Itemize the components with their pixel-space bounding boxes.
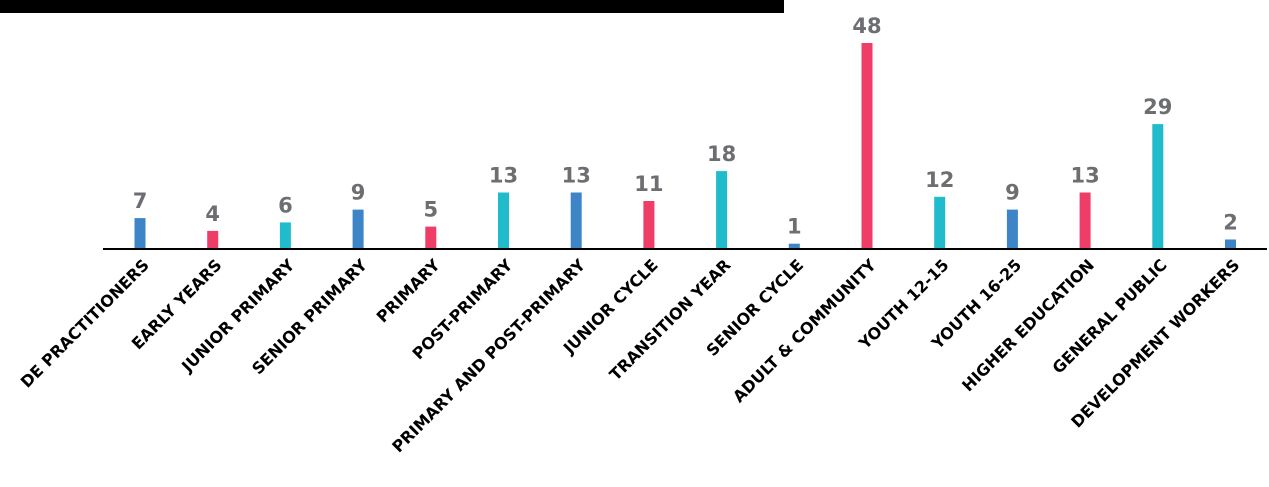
value-label-senior-cycle: 1 (787, 215, 802, 239)
bar-junior-primary (279, 222, 291, 248)
value-label-primary-and-post-primary: 13 (562, 164, 591, 188)
category-label-primary: PRIMARY (373, 255, 444, 326)
category-label-de-practitioners: DE PRACTITIONERS (17, 255, 153, 391)
bar-development-workers (1225, 239, 1236, 248)
value-label-youth-16-25: 9 (1005, 181, 1020, 205)
bar-early-years (207, 230, 219, 248)
bar-senior-primary (352, 209, 364, 248)
value-label-adult-community: 48 (852, 14, 881, 38)
value-label-development-workers: 2 (1223, 211, 1238, 235)
value-label-junior-primary: 6 (278, 193, 293, 217)
bar-primary-and-post-primary (570, 192, 582, 248)
category-label-higher-education: HIGHER EDUCATION (958, 255, 1098, 395)
value-label-early-years: 4 (205, 202, 220, 226)
bar-higher-education (1079, 192, 1091, 248)
category-label-adult-community: ADULT & COMMUNITY (729, 255, 880, 406)
bar-adult-community (861, 43, 873, 248)
value-label-senior-primary: 9 (351, 181, 366, 205)
category-label-transition-year: TRANSITION YEAR (606, 255, 735, 384)
value-label-post-primary: 13 (489, 164, 518, 188)
bar-youth-16-25 (1006, 209, 1018, 248)
value-label-higher-education: 13 (1070, 164, 1099, 188)
value-label-junior-cycle: 11 (634, 172, 663, 196)
value-label-transition-year: 18 (707, 142, 736, 166)
value-label-primary: 5 (423, 198, 438, 222)
value-label-de-practitioners: 7 (133, 189, 148, 213)
bar-transition-year (716, 171, 728, 248)
bar-general-public (1152, 124, 1164, 248)
bar-primary (425, 226, 437, 248)
bar-post-primary (498, 192, 509, 248)
value-label-general-public: 29 (1143, 95, 1172, 119)
bar-junior-cycle (643, 201, 655, 248)
value-label-youth-12-15: 12 (925, 168, 954, 192)
bar-de-practitioners (134, 218, 146, 248)
bar-senior-cycle (788, 243, 800, 248)
bar-youth-12-15 (934, 196, 946, 249)
title-bar (0, 0, 784, 13)
